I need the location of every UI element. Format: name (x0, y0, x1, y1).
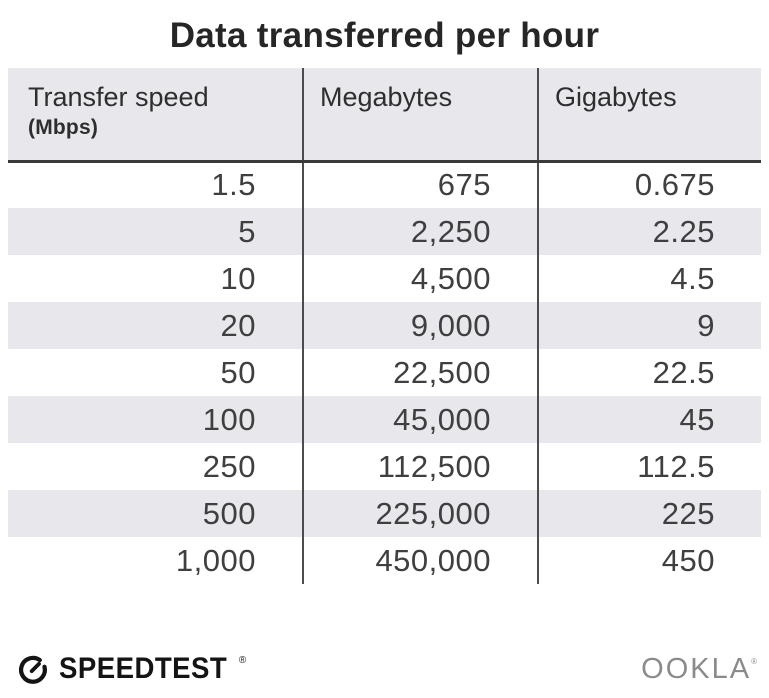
data-table: Transfer speed (Mbps) Megabytes Gigabyte… (8, 68, 761, 584)
ookla-wordmark: OOKLA (641, 652, 752, 685)
cell-transfer-speed: 5 (8, 208, 303, 255)
cell-megabytes: 225,000 (302, 490, 538, 537)
header-megabytes: Megabytes (302, 68, 538, 163)
cell-gigabytes: 450 (537, 537, 761, 584)
cell-megabytes: 112,500 (302, 443, 538, 490)
footer: SPEEDTEST ® OOKLA ® (0, 646, 769, 692)
cell-gigabytes: 0.675 (537, 161, 761, 208)
cell-gigabytes: 45 (537, 396, 761, 443)
cell-transfer-speed: 250 (202, 448, 256, 484)
header-label: Gigabytes (555, 82, 677, 112)
cell-transfer-speed: 1,000 (175, 542, 256, 578)
cell-gigabytes: 4.5 (537, 255, 761, 302)
cell-transfer-speed: 20 (8, 302, 303, 349)
table-header: Transfer speed (Mbps) Megabytes Gigabyte… (8, 68, 761, 163)
cell-megabytes: 450,000 (302, 537, 538, 584)
header-label: Megabytes (320, 82, 453, 112)
table-row: 20 9,000 9 (8, 302, 761, 349)
header-gigabytes: Gigabytes (537, 68, 761, 163)
header-sublabel: (Mbps) (28, 116, 99, 140)
speedtest-trademark: ® (238, 655, 247, 666)
table-row: 1.5 675 0.675 (8, 161, 761, 208)
table-row: 500 225,000 225 (8, 490, 761, 537)
cell-megabytes: 4,500 (302, 255, 538, 302)
table-row: 250 112,500 112.5 (8, 443, 761, 490)
ookla-logo: OOKLA ® (641, 653, 757, 686)
table-row: 10 4,500 4.5 (8, 255, 761, 302)
cell-transfer-speed: 500 (8, 490, 303, 537)
cell-gigabytes: 112.5 (537, 443, 761, 490)
table-row: 1,000 450,000 450 (8, 537, 761, 584)
header-row: Transfer speed (Mbps) Megabytes Gigabyte… (8, 68, 761, 163)
cell-gigabytes: 9 (537, 302, 761, 349)
cell-megabytes: 9,000 (302, 302, 538, 349)
table-row: 50 22,500 22.5 (8, 349, 761, 396)
cell-megabytes: 45,000 (302, 396, 538, 443)
cell-transfer-speed: 10 (220, 260, 256, 296)
cell-transfer-speed: 1.5 (211, 167, 256, 203)
header-label: Transfer speed (28, 82, 209, 112)
cell-megabytes: 2,250 (302, 208, 538, 255)
table-row: 5 2,250 2.25 (8, 208, 761, 255)
ookla-trademark: ® (751, 656, 757, 666)
table-row: 100 45,000 45 (8, 396, 761, 443)
table-body: 1.5 675 0.675 5 2,250 2.25 10 4,500 4.5 … (8, 161, 761, 584)
cell-gigabytes: 2.25 (537, 208, 761, 255)
speedtest-gauge-icon (18, 655, 47, 684)
page-title: Data transferred per hour (169, 16, 600, 55)
cell-megabytes: 22,500 (302, 349, 538, 396)
cell-transfer-speed: 100 (8, 396, 303, 443)
cell-transfer-speed: 50 (220, 354, 256, 390)
cell-gigabytes: 22.5 (537, 349, 761, 396)
cell-gigabytes: 225 (537, 490, 761, 537)
speedtest-logo: SPEEDTEST ® (16, 652, 246, 686)
speedtest-wordmark: SPEEDTEST (59, 652, 228, 685)
header-transfer-speed: Transfer speed (Mbps) (8, 68, 303, 163)
cell-megabytes: 675 (302, 161, 538, 208)
